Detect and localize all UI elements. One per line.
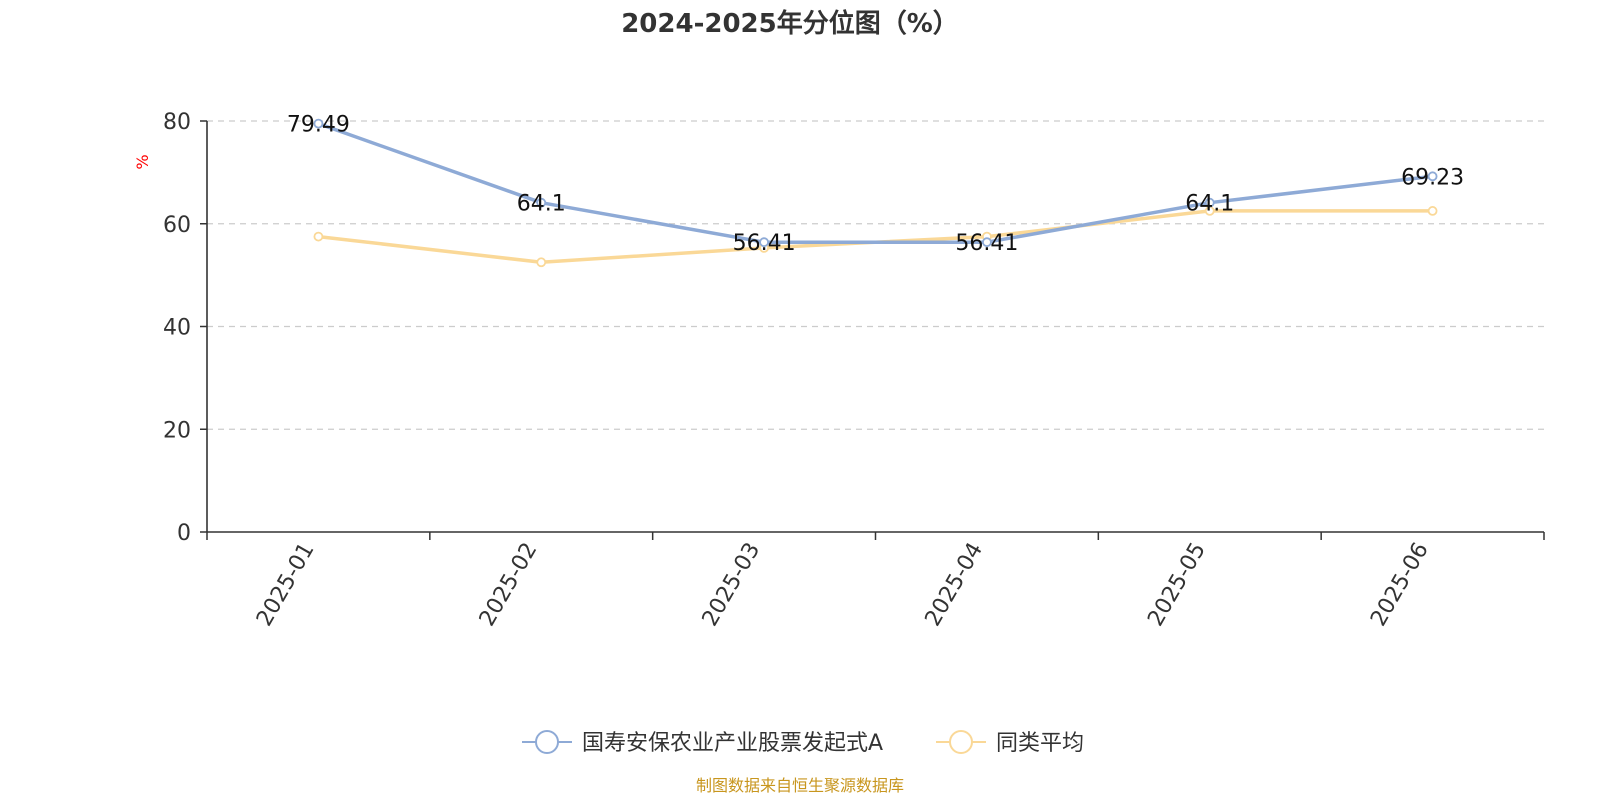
y-tick-label: 80	[163, 110, 191, 135]
x-tick-label: 2025-02	[475, 539, 543, 631]
y-tick-label: 60	[163, 213, 191, 238]
legend-marker-icon	[949, 730, 973, 754]
grid-lines	[207, 120, 1544, 430]
series-lines	[313, 118, 1438, 268]
series-line-0	[317, 121, 1433, 244]
series-point-0	[1204, 197, 1215, 208]
legend[interactable]: 国寿安保农业产业股票发起式A 同类平均	[522, 730, 1084, 756]
data-label: 69.23	[1401, 165, 1464, 190]
data-label: 56.41	[733, 231, 796, 256]
legend-label: 国寿安保农业产业股票发起式A	[582, 731, 883, 756]
series-point-0	[313, 118, 324, 129]
x-tick-label: 2025-06	[1366, 539, 1434, 631]
series-point-0	[536, 197, 547, 208]
x-tick-label: 2025-03	[698, 539, 766, 631]
data-labels: 79.49 64.1 56.41 56.41 64.1 69.23	[287, 113, 1464, 257]
series-point-1	[313, 231, 324, 242]
y-tick-label: 0	[177, 521, 191, 546]
data-label: 64.1	[517, 192, 566, 217]
y-tick-label: 20	[163, 418, 191, 443]
series-point-0	[1427, 171, 1438, 182]
x-tick-label: 2025-05	[1143, 539, 1211, 631]
series-point-1	[1427, 206, 1438, 216]
series-line-1	[318, 209, 1433, 265]
legend-item-1[interactable]: 同类平均	[936, 730, 1084, 756]
data-label: 79.49	[287, 113, 350, 138]
legend-item-0[interactable]: 国寿安保农业产业股票发起式A	[522, 730, 883, 756]
chart-title: 2024-2025年分位图（%）	[621, 8, 959, 39]
y-tick-label: 40	[163, 316, 191, 341]
y-axis-unit-label: %	[133, 154, 152, 169]
x-tick-label: 2025-04	[921, 539, 989, 631]
series-point-1	[536, 257, 547, 268]
legend-label: 同类平均	[996, 731, 1084, 756]
legend-marker-icon	[535, 730, 559, 754]
data-label: 56.41	[955, 231, 1018, 256]
series-point-0	[982, 237, 992, 248]
source-text: 制图数据来自恒生聚源数据库	[696, 776, 904, 795]
x-tick-label: 2025-01	[252, 539, 320, 631]
series-point-0	[759, 237, 769, 248]
data-label: 64.1	[1185, 192, 1234, 217]
